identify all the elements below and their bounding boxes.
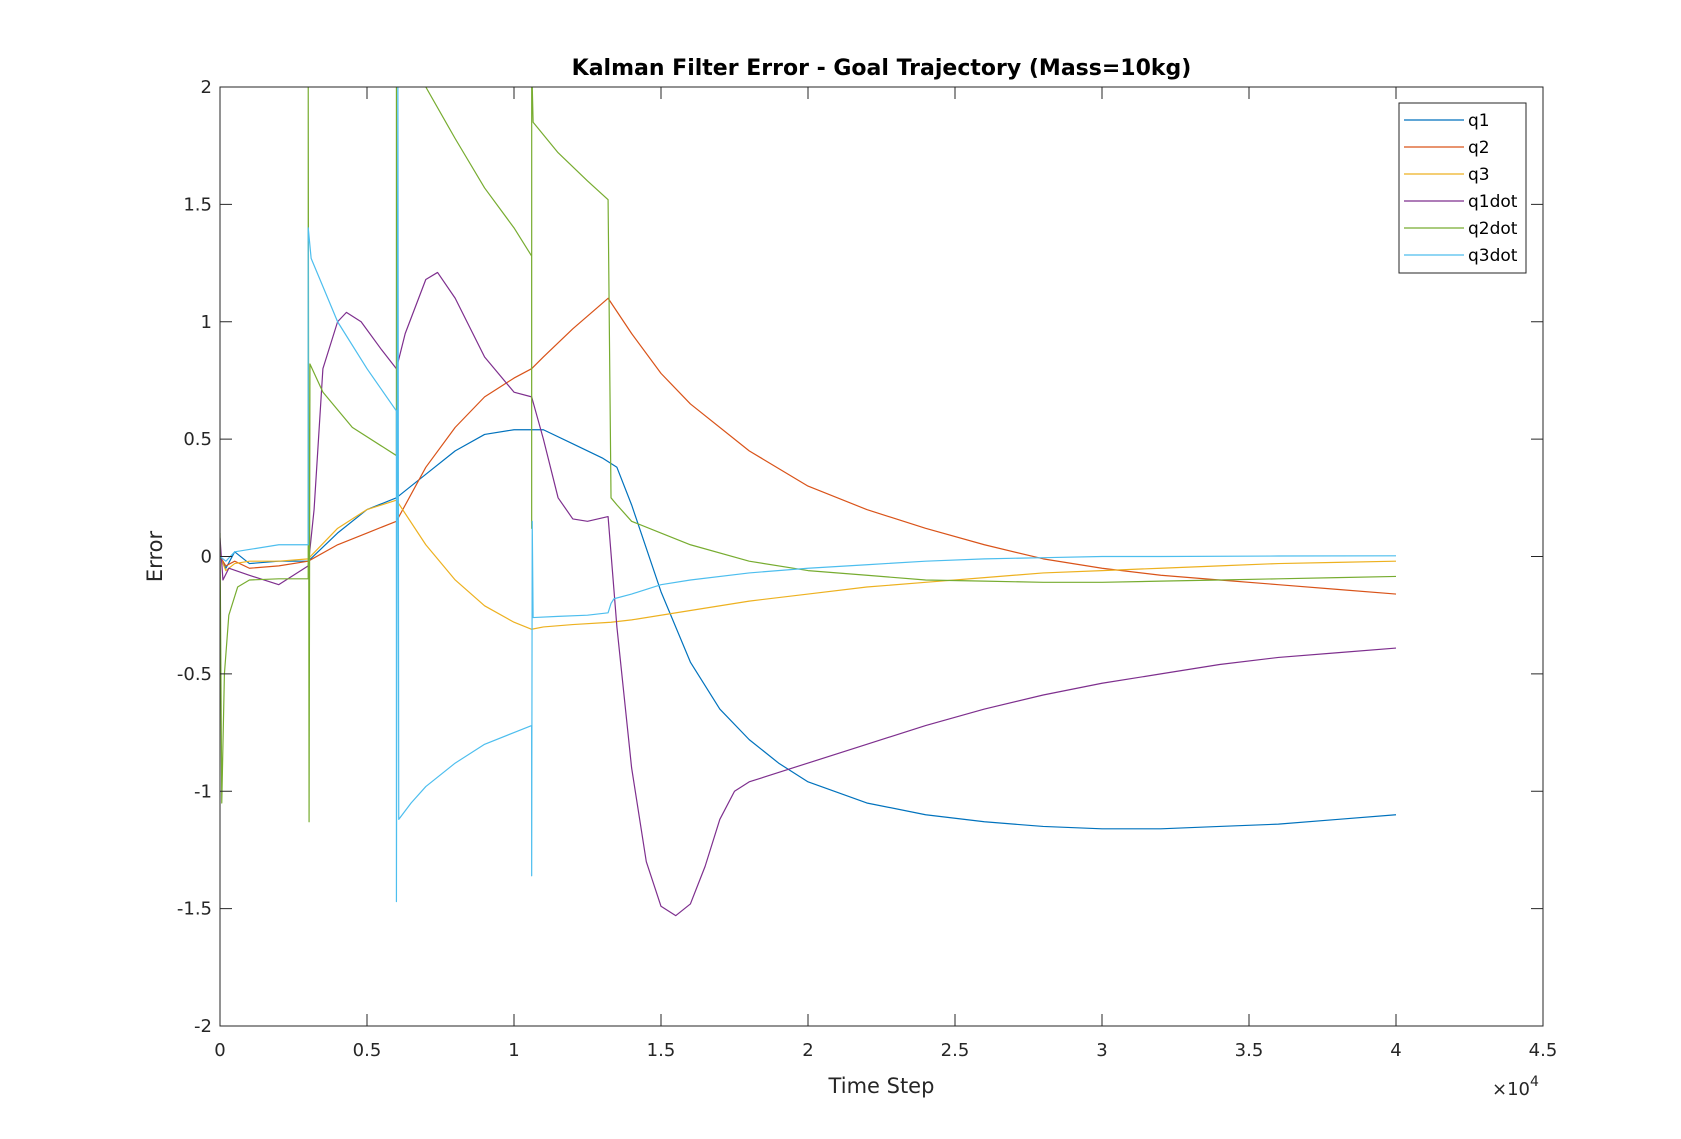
series-line-q1 bbox=[220, 429, 1397, 830]
x-tick-label: 0.5 bbox=[353, 1040, 382, 1061]
legend-box bbox=[1398, 102, 1527, 274]
x-tick-label: 4.5 bbox=[1529, 1040, 1558, 1061]
legend: q1 q2 q3 q1dot q2dot q3dot bbox=[1398, 102, 1527, 274]
x-tick-label: 1.5 bbox=[647, 1040, 676, 1061]
series-line-q3dot bbox=[220, 87, 1397, 903]
x-tick-label: 3.5 bbox=[1235, 1040, 1264, 1061]
x-tick-label: 4 bbox=[1390, 1040, 1401, 1061]
y-tick-label: -0.5 bbox=[177, 664, 212, 685]
y-tick-label: -1 bbox=[194, 781, 212, 802]
x-axis-exponent-base: ×10 bbox=[1492, 1079, 1530, 1100]
y-tick-label: 1.5 bbox=[183, 194, 212, 215]
series-layer bbox=[220, 87, 1397, 917]
y-tick-label: -2 bbox=[194, 1016, 212, 1037]
y-tick-label: 2 bbox=[201, 77, 212, 98]
legend-label-q3: q3 bbox=[1468, 165, 1490, 185]
y-axis-label: Error bbox=[143, 531, 167, 583]
chart-title: Kalman Filter Error - Goal Trajectory (M… bbox=[572, 56, 1192, 81]
x-tick-label: 2 bbox=[802, 1040, 813, 1061]
x-tick-label: 3 bbox=[1096, 1040, 1107, 1061]
x-axis-exponent-power: 4 bbox=[1530, 1074, 1539, 1090]
legend-label-q2: q2 bbox=[1468, 138, 1490, 158]
series-line-q2 bbox=[220, 297, 1397, 595]
y-tick-label: 0.5 bbox=[183, 429, 212, 450]
legend-label-q2dot: q2dot bbox=[1468, 219, 1518, 239]
series-line-q1dot bbox=[220, 271, 1397, 917]
y-tick-label: -1.5 bbox=[177, 899, 212, 920]
x-tick-label: 2.5 bbox=[941, 1040, 970, 1061]
y-tick-label: 0 bbox=[201, 547, 212, 568]
tick-layer: 0 0.5 1 1.5 2 2.5 3 3.5 4 4.5 -2 -1.5 -1 -0.5 0 0.5 1 1.5… bbox=[177, 77, 1557, 1061]
legend-label-q1dot: q1dot bbox=[1468, 192, 1518, 212]
x-axis-label: Time Step bbox=[828, 1074, 935, 1098]
x-tick-label: 0 bbox=[214, 1040, 225, 1061]
x-axis-exponent: ×104 bbox=[1492, 1074, 1539, 1100]
y-tick-label: 1 bbox=[201, 312, 212, 333]
x-tick-label: 1 bbox=[508, 1040, 519, 1061]
legend-label-q1: q1 bbox=[1468, 111, 1490, 131]
legend-label-q3dot: q3dot bbox=[1468, 246, 1518, 266]
